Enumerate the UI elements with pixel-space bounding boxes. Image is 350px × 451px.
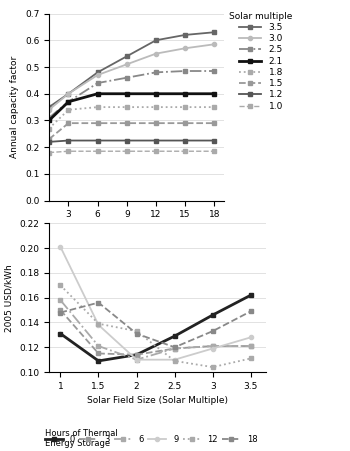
Legend: 0, 3, 6, 9, 12, 18: 0, 3, 6, 9, 12, 18 xyxy=(45,435,258,444)
X-axis label: Thermal energy storage (Hours): Thermal energy storage (Hours) xyxy=(64,225,209,234)
Legend: 3.5, 3.0, 2.5, 2.1, 1.8, 1.5, 1.2, 1.0: 3.5, 3.0, 2.5, 2.1, 1.8, 1.5, 1.2, 1.0 xyxy=(229,12,293,110)
Y-axis label: 2005 USD/kWh: 2005 USD/kWh xyxy=(5,264,14,331)
Text: Hours of Thermal
Energy Storage: Hours of Thermal Energy Storage xyxy=(45,428,117,448)
X-axis label: Solar Field Size (Solar Multiple): Solar Field Size (Solar Multiple) xyxy=(87,396,228,405)
Y-axis label: Annual capacity factor: Annual capacity factor xyxy=(10,56,19,158)
